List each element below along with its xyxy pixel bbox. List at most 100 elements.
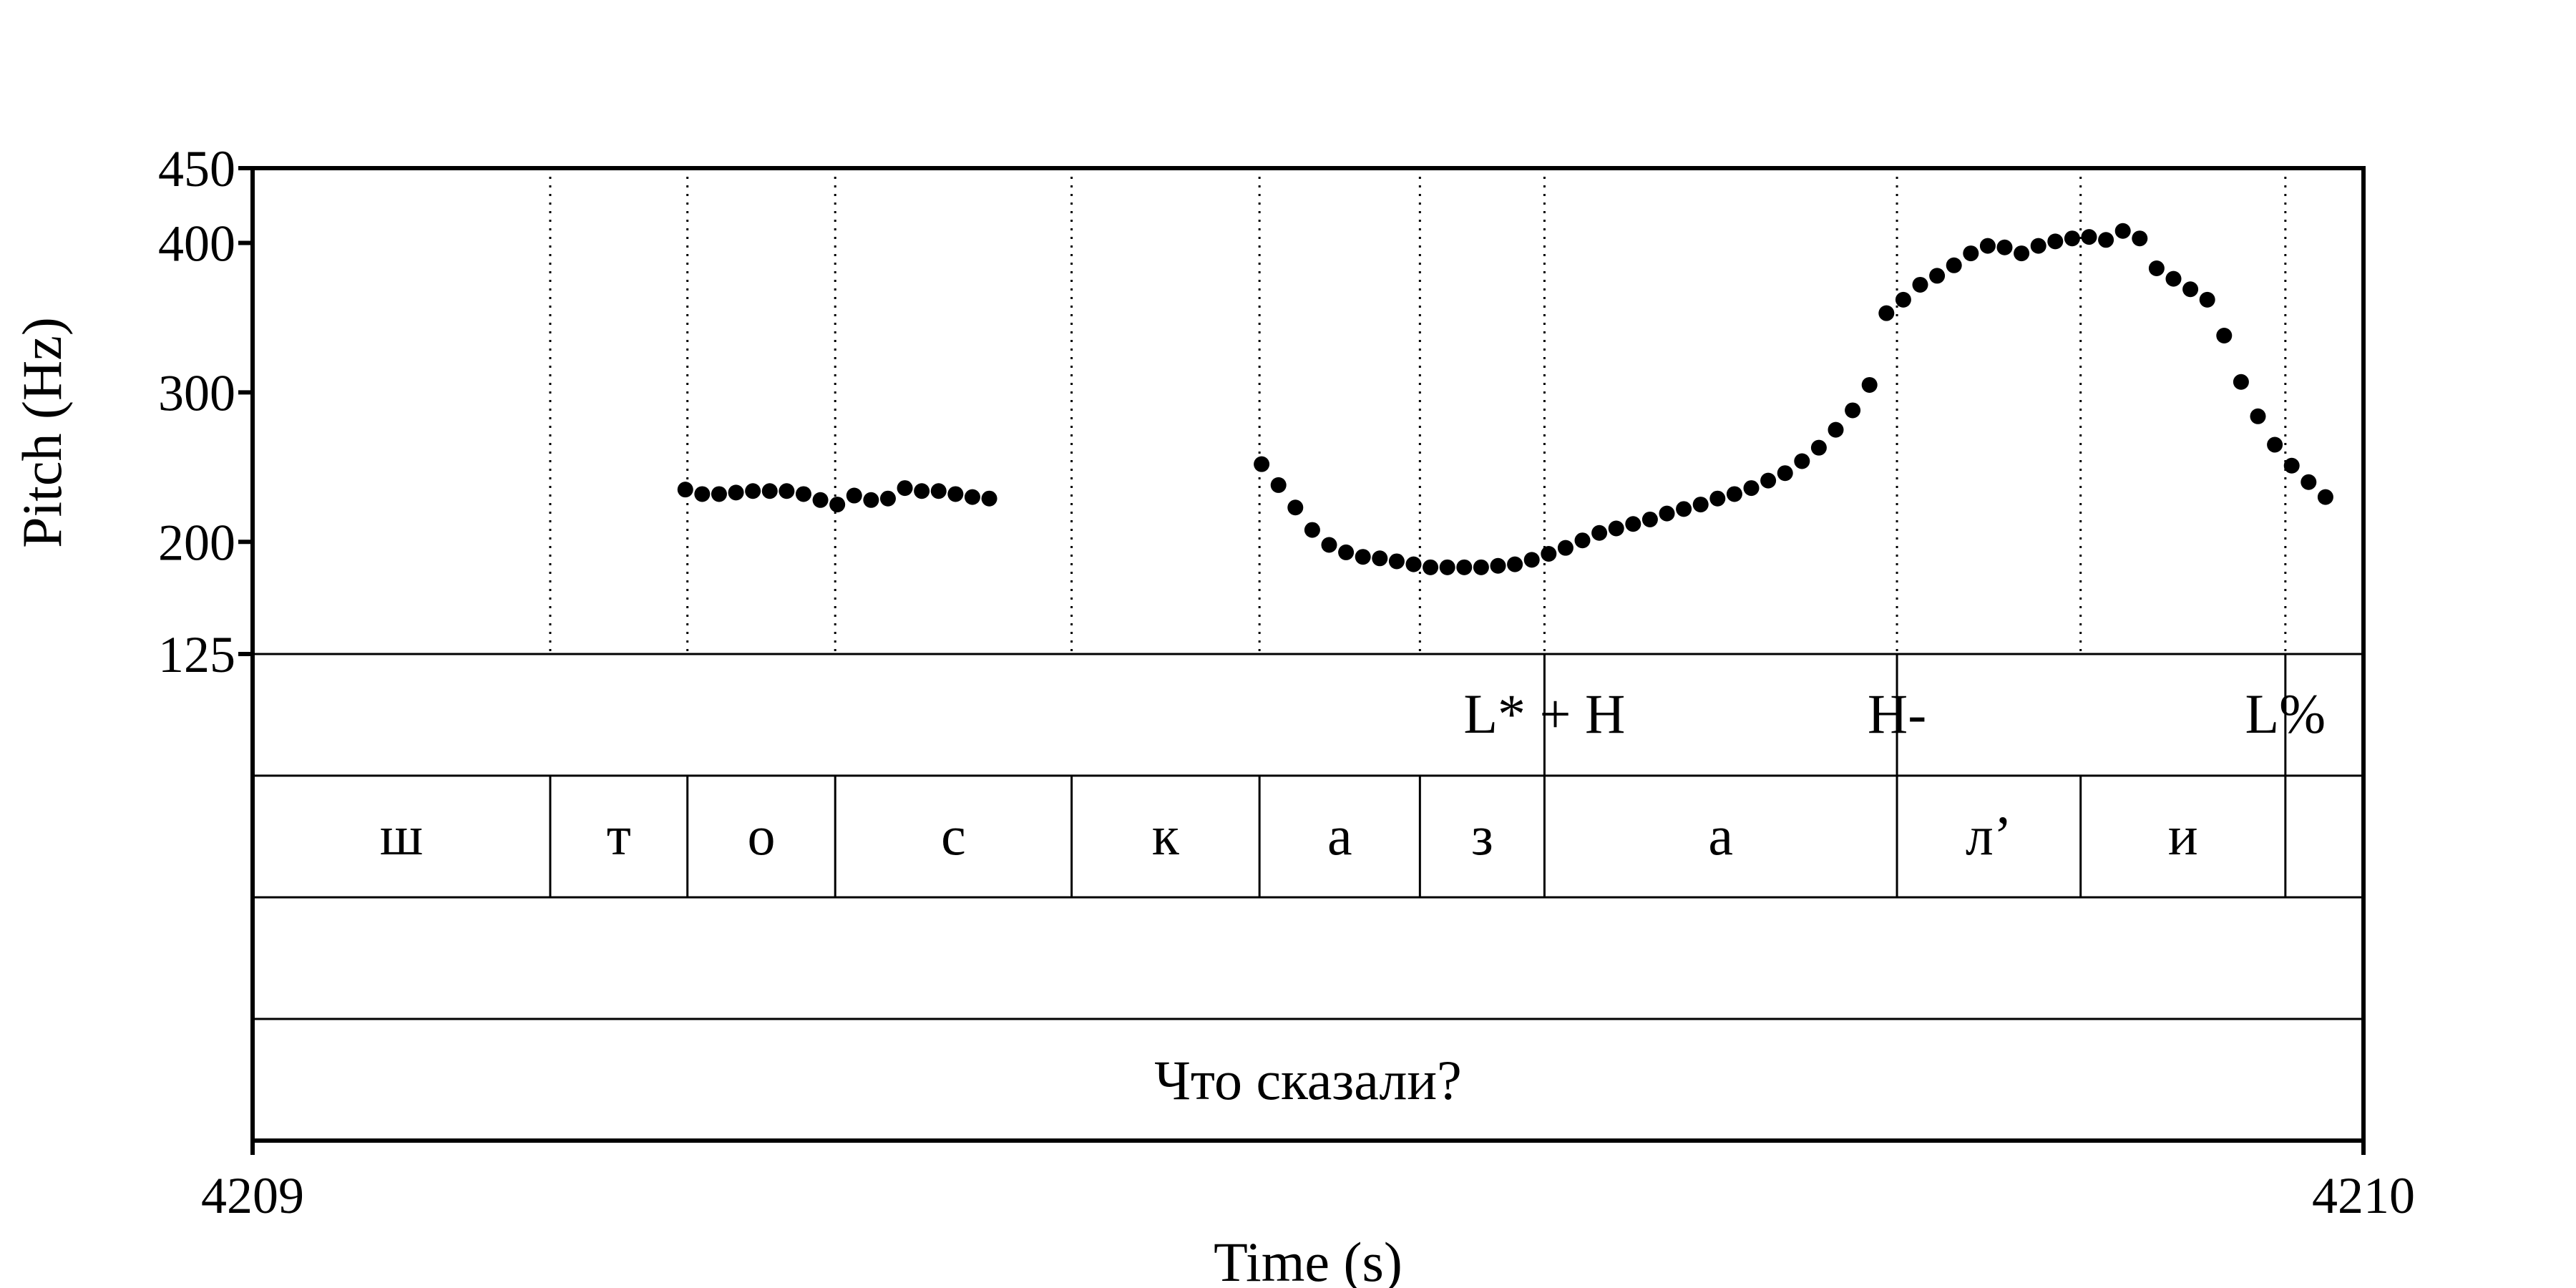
pitch-point-48 <box>1743 480 1760 497</box>
segment-label-2: о <box>747 804 775 867</box>
pitch-point-51 <box>1794 453 1810 469</box>
y-tick-label-450: 450 <box>158 140 235 197</box>
pitch-point-82 <box>2317 489 2333 505</box>
tone-label-0: L* + H <box>1463 683 1625 745</box>
pitch-point-2 <box>711 486 727 502</box>
y-tick-label-200: 200 <box>158 514 235 571</box>
pitch-point-18 <box>981 490 997 507</box>
x-tick-label-1: 4210 <box>2312 1167 2415 1224</box>
pitch-point-69 <box>2098 232 2114 248</box>
pitch-point-47 <box>1726 486 1742 502</box>
pitch-point-15 <box>930 483 947 499</box>
pitch-point-73 <box>2165 270 2182 287</box>
segment-label-4: к <box>1152 804 1179 867</box>
pitch-point-37 <box>1557 540 1574 556</box>
pitch-point-33 <box>1490 557 1506 574</box>
pitch-point-10 <box>846 487 862 504</box>
pitch-point-23 <box>1321 537 1337 553</box>
pitch-point-81 <box>2301 474 2317 490</box>
tone-label-1: H- <box>1868 683 1926 745</box>
pitch-point-17 <box>964 489 980 505</box>
pitch-point-12 <box>879 490 896 507</box>
pitch-point-35 <box>1523 552 1540 568</box>
pitch-point-22 <box>1304 522 1320 538</box>
pitch-point-27 <box>1388 553 1405 570</box>
pitch-point-11 <box>863 492 879 508</box>
annotation-tiers <box>250 166 2366 1143</box>
pitch-point-70 <box>2114 223 2131 239</box>
pitch-point-45 <box>1692 497 1709 513</box>
pitch-point-20 <box>1270 477 1287 493</box>
pitch-point-4 <box>745 483 761 499</box>
pitch-point-55 <box>1861 376 1878 393</box>
pitch-point-50 <box>1777 465 1793 482</box>
x-tick-label-0: 4209 <box>201 1167 304 1224</box>
pitch-point-62 <box>1979 238 1996 254</box>
pitch-point-71 <box>2132 230 2148 247</box>
pitch-point-44 <box>1676 501 1692 517</box>
pitch-point-63 <box>1996 239 2013 255</box>
y-axis-label: Pitch (Hz) <box>11 317 73 548</box>
pitch-point-19 <box>1254 456 1270 472</box>
pitch-point-53 <box>1828 421 1844 438</box>
pitch-point-8 <box>812 492 829 508</box>
pitch-point-34 <box>1507 556 1523 572</box>
pitch-point-67 <box>2064 230 2080 247</box>
pitch-point-32 <box>1473 559 1489 575</box>
chart-labels: 125 200 300 400 450 4209 4210 Time (s) Pitch (Hz… <box>11 140 2415 1288</box>
pitch-point-52 <box>1810 439 1827 456</box>
pitch-point-68 <box>2081 229 2097 245</box>
pitch-point-13 <box>897 480 913 497</box>
pitch-point-26 <box>1372 550 1388 567</box>
segment-label-9: и <box>2168 804 2198 867</box>
pitch-point-80 <box>2283 457 2300 474</box>
pitch-point-72 <box>2148 260 2165 276</box>
segment-label-6: з <box>1471 804 1493 867</box>
pitch-point-21 <box>1287 499 1304 516</box>
segment-label-0: ш <box>380 804 423 867</box>
pitch-point-16 <box>947 486 964 502</box>
pitch-point-42 <box>1641 511 1658 527</box>
pitch-point-76 <box>2216 327 2233 343</box>
pitch-track <box>677 223 2333 575</box>
pitch-point-38 <box>1574 532 1591 549</box>
pitch-point-57 <box>1895 291 1911 308</box>
pitch-point-61 <box>1963 245 1979 262</box>
pitch-point-79 <box>2267 436 2283 453</box>
segment-label-1: т <box>607 804 631 867</box>
pitch-point-54 <box>1845 402 1861 419</box>
pitch-point-30 <box>1439 559 1455 575</box>
pitch-point-43 <box>1659 505 1675 522</box>
pitch-point-65 <box>2030 238 2046 254</box>
pitch-point-0 <box>677 482 693 498</box>
pitch-point-28 <box>1405 556 1422 572</box>
pitch-point-39 <box>1591 525 1608 541</box>
sentence-label: Что сказали? <box>1154 1049 1462 1111</box>
tone-label-2: L% <box>2245 683 2326 745</box>
segment-label-8: л’ <box>1966 804 2012 867</box>
x-axis-label: Time (s) <box>1214 1231 1402 1288</box>
pitch-point-31 <box>1456 559 1473 575</box>
pitch-point-29 <box>1423 559 1439 575</box>
pitch-point-24 <box>1338 544 1355 560</box>
segment-label-7: а <box>1708 804 1733 867</box>
pitch-point-36 <box>1541 546 1557 562</box>
y-tick-label-300: 300 <box>158 364 235 421</box>
segment-label-5: а <box>1327 804 1352 867</box>
pitch-point-60 <box>1946 257 1962 273</box>
pitch-point-7 <box>795 486 811 502</box>
segment-label-3: с <box>941 804 966 867</box>
pitch-point-46 <box>1709 490 1726 507</box>
y-tick-label-125: 125 <box>158 626 235 683</box>
pitch-point-75 <box>2199 291 2215 308</box>
pitch-point-25 <box>1355 549 1371 565</box>
pitch-point-6 <box>779 483 795 499</box>
pitch-point-64 <box>2014 245 2030 262</box>
pitch-point-77 <box>2233 374 2249 390</box>
pitch-point-40 <box>1608 520 1624 537</box>
y-tick-label-400: 400 <box>158 215 235 272</box>
pitch-point-74 <box>2182 281 2199 298</box>
pitch-point-49 <box>1760 472 1777 489</box>
pitch-point-56 <box>1878 305 1895 321</box>
